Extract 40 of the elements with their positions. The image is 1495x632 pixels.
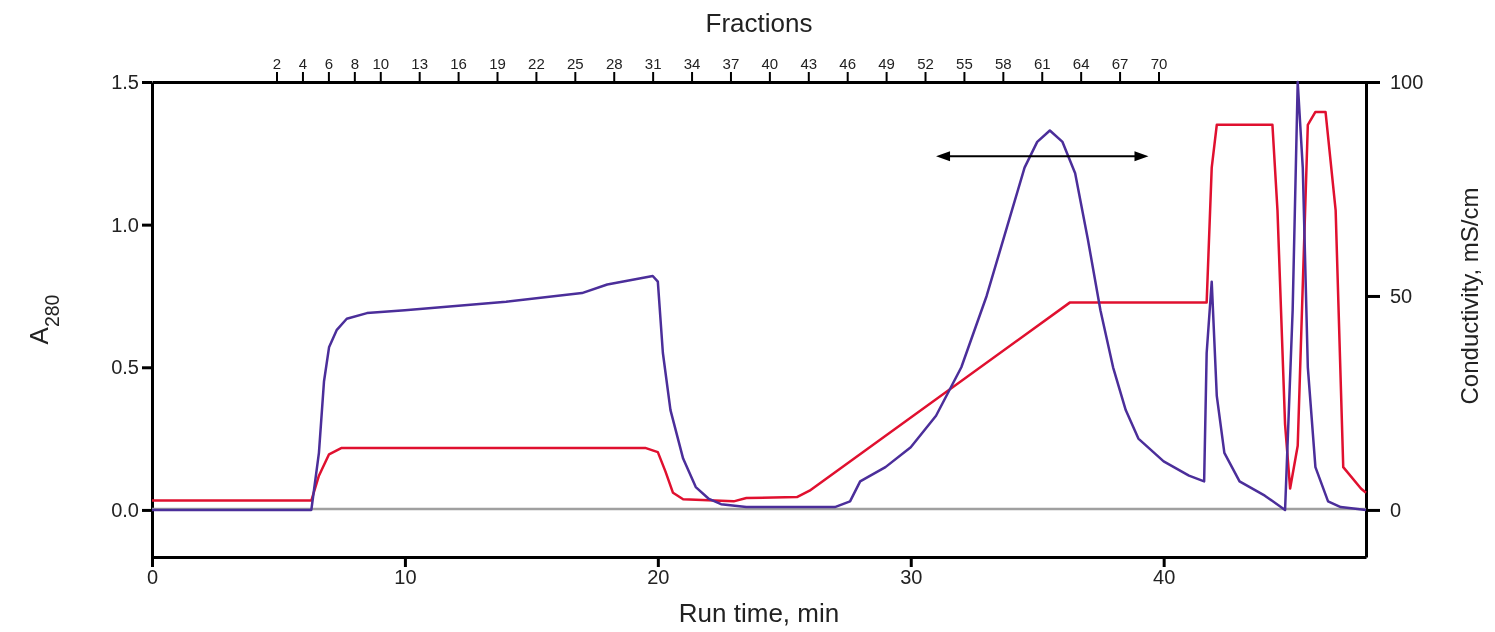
x2-tick-label: 67 [1111,55,1129,72]
x2-tick-label: 28 [605,55,623,72]
x-tick-label: 10 [394,566,417,589]
x2-axis-title: Fractions [705,8,813,38]
x2-tick-label: 37 [722,55,740,72]
x2-tick-label: 10 [372,55,390,72]
x2-tick-label: 8 [350,55,360,72]
y2-tick-label: 0 [1390,498,1402,521]
x2-tick-label: 31 [644,55,662,72]
x2-tick-label: 4 [298,55,308,72]
x-tick-label: 0 [146,566,159,589]
y2-tick-label: 50 [1390,284,1413,307]
x2-tick-label: 34 [683,55,701,72]
x2-tick-label: 13 [411,55,429,72]
y2-tick-label: 100 [1390,70,1424,93]
x-axis-title: Run time, min [678,598,840,628]
x2-tick-label: 6 [324,55,334,72]
x2-tick-label: 58 [994,55,1012,72]
y-tick-label: 1.5 [111,70,139,93]
y2-axis-title: Conductivity, mS/cm [1456,187,1483,405]
x2-tick-label: 19 [489,55,506,72]
x-tick-label: 30 [900,566,923,589]
x2-tick-label: 64 [1072,55,1090,72]
x-tick-label: 40 [1153,566,1176,589]
x2-tick-label: 16 [450,55,467,72]
x2-tick-label: 70 [1150,55,1168,72]
x-tick-label: 20 [647,566,670,589]
x2-tick-label: 43 [800,55,818,72]
x2-tick-label: 52 [917,55,934,72]
x2-tick-label: 49 [878,55,895,72]
y-tick-label: 0.0 [111,498,139,521]
y-tick-label: 0.5 [111,356,139,379]
x2-tick-label: 46 [839,55,857,72]
x2-tick-label: 40 [761,55,779,72]
y-tick-label: 1.0 [111,213,139,236]
x2-tick-label: 2 [272,55,282,72]
x2-tick-label: 22 [528,55,545,72]
x2-tick-label: 25 [566,55,584,72]
x2-tick-label: 55 [956,55,973,72]
x2-tick-label: 61 [1033,55,1051,72]
